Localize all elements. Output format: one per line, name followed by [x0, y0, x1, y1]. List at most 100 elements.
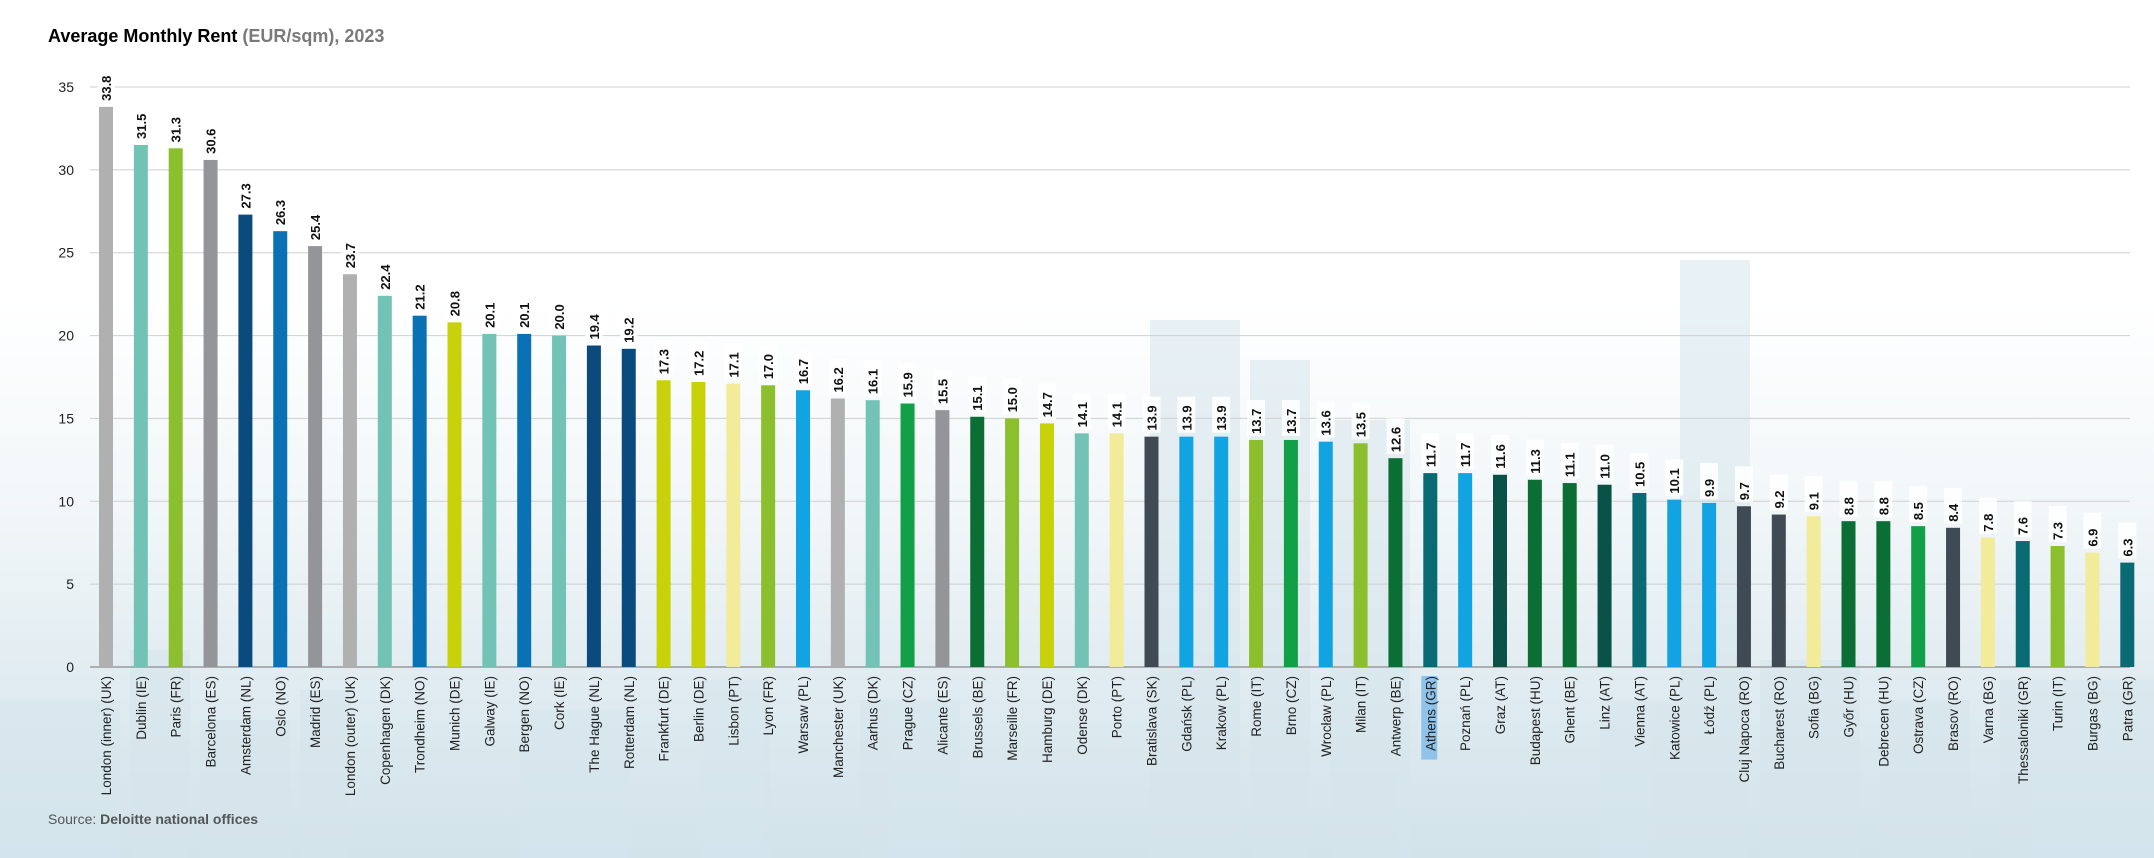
value-label-bg: [375, 255, 394, 292]
value-label: 17.0: [761, 354, 776, 379]
value-label: 16.7: [796, 359, 811, 384]
bar: [482, 333, 497, 667]
y-tick-label: 25: [58, 245, 74, 261]
value-label: 15.5: [935, 379, 950, 404]
category-label: London (inner) (UK): [99, 676, 114, 795]
value-label-bg: [515, 293, 534, 330]
value-label-bg: [619, 308, 638, 345]
value-label-bg: [1316, 401, 1335, 438]
value-label: 6.3: [2120, 539, 2135, 557]
value-label: 8.8: [1876, 497, 1891, 515]
value-label-bg: [724, 343, 743, 380]
category-label: Lyon (FR): [761, 676, 776, 736]
bar: [1771, 514, 1786, 667]
value-label-bg: [968, 376, 987, 413]
bar: [1493, 474, 1507, 667]
bar: [342, 274, 357, 667]
bar: [900, 403, 915, 667]
value-label: 20.8: [448, 291, 463, 316]
value-label: 25.4: [308, 214, 323, 240]
value-label-bg: [97, 66, 115, 103]
bar: [203, 159, 218, 667]
category-label: Odense (DK): [1075, 676, 1090, 755]
bar: [1423, 473, 1438, 667]
y-axis: 0 5 10 15 20 25 30 35: [58, 79, 74, 675]
value-label: 11.7: [1423, 443, 1438, 468]
category-label: Vienna (AT): [1632, 676, 1647, 747]
bar: [1353, 443, 1368, 667]
bar: [1806, 516, 1821, 667]
value-label-bg: [1456, 433, 1475, 470]
value-label: 33.8: [99, 76, 114, 101]
bar: [761, 385, 776, 667]
value-label-bg: [1804, 476, 1823, 513]
chart-title-main: Average Monthly Rent: [48, 26, 238, 46]
category-label: Wrocław (PL): [1319, 676, 1334, 757]
category-label: Barcelona (ES): [204, 676, 219, 768]
y-tick-label: 0: [66, 659, 74, 675]
value-label: 7.8: [1981, 514, 1996, 532]
value-label-bg: [1665, 459, 1684, 496]
bars: [99, 106, 2135, 668]
category-label: Antwerp (BE): [1388, 676, 1403, 756]
bar: [1214, 436, 1229, 667]
value-label-bg: [2048, 506, 2067, 543]
value-label: 20.1: [517, 303, 532, 328]
bar: [168, 148, 183, 668]
value-label: 7.3: [2051, 522, 2066, 540]
value-label: 8.8: [1842, 497, 1857, 515]
bar: [830, 398, 845, 667]
value-label: 15.1: [970, 385, 985, 410]
value-label-bg: [1491, 434, 1509, 471]
value-label-bg: [1769, 474, 1788, 511]
value-label: 19.2: [622, 318, 637, 343]
category-label: Manchester (UK): [831, 676, 846, 778]
category-label: Budapest (HU): [1528, 676, 1543, 765]
y-tick-label: 30: [58, 162, 74, 178]
value-label-bg: [201, 119, 220, 156]
value-label: 23.7: [343, 243, 358, 268]
value-label: 14.1: [1075, 402, 1090, 427]
category-label: Brussels (BE): [970, 676, 985, 759]
value-label: 9.1: [1807, 492, 1822, 510]
bar: [1179, 436, 1194, 667]
value-label-bg: [1978, 497, 1997, 534]
category-label: Turin (IT): [2051, 676, 2066, 731]
value-label-bg: [1072, 393, 1091, 430]
value-label: 11.3: [1528, 449, 1543, 474]
value-label-bg: [1595, 444, 1614, 481]
category-label: Hamburg (DE): [1040, 676, 1055, 763]
bar: [1249, 439, 1264, 667]
category-label: Ghent (BE): [1563, 676, 1578, 744]
bar: [1736, 506, 1751, 667]
bar: [99, 106, 113, 667]
value-label: 10.1: [1667, 468, 1682, 493]
bar: [1632, 493, 1647, 667]
category-label: Varna (BG): [1981, 676, 1996, 743]
category-label: Porto (PT): [1110, 676, 1125, 738]
bar: [238, 214, 253, 667]
value-label-bg: [480, 293, 499, 330]
value-label-bg: [2083, 512, 2102, 549]
category-label: Ostrava (CZ): [1911, 676, 1926, 754]
category-label: Marseille (FR): [1005, 676, 1020, 761]
bar: [1911, 526, 1926, 667]
value-label: 13.7: [1284, 409, 1299, 434]
category-label: Bucharest (RO): [1772, 676, 1787, 770]
category-highlight: [1421, 676, 1438, 760]
value-label-bg: [1107, 393, 1126, 430]
category-label: Poznań (PL): [1458, 676, 1473, 751]
bar: [621, 348, 636, 667]
value-label-bg: [271, 191, 290, 228]
bar: [1005, 418, 1020, 667]
category-label: Sofia (BG): [1807, 676, 1822, 739]
value-label: 22.4: [378, 264, 393, 290]
category-label: Frankfurt (DE): [657, 676, 672, 762]
value-label-bg: [1700, 462, 1719, 499]
value-label: 14.1: [1110, 402, 1125, 427]
bar: [133, 145, 148, 667]
y-tick-label: 35: [58, 79, 74, 95]
value-label: 19.4: [587, 313, 602, 339]
bar: [586, 345, 601, 667]
category-label: Galway (IE): [482, 676, 497, 747]
